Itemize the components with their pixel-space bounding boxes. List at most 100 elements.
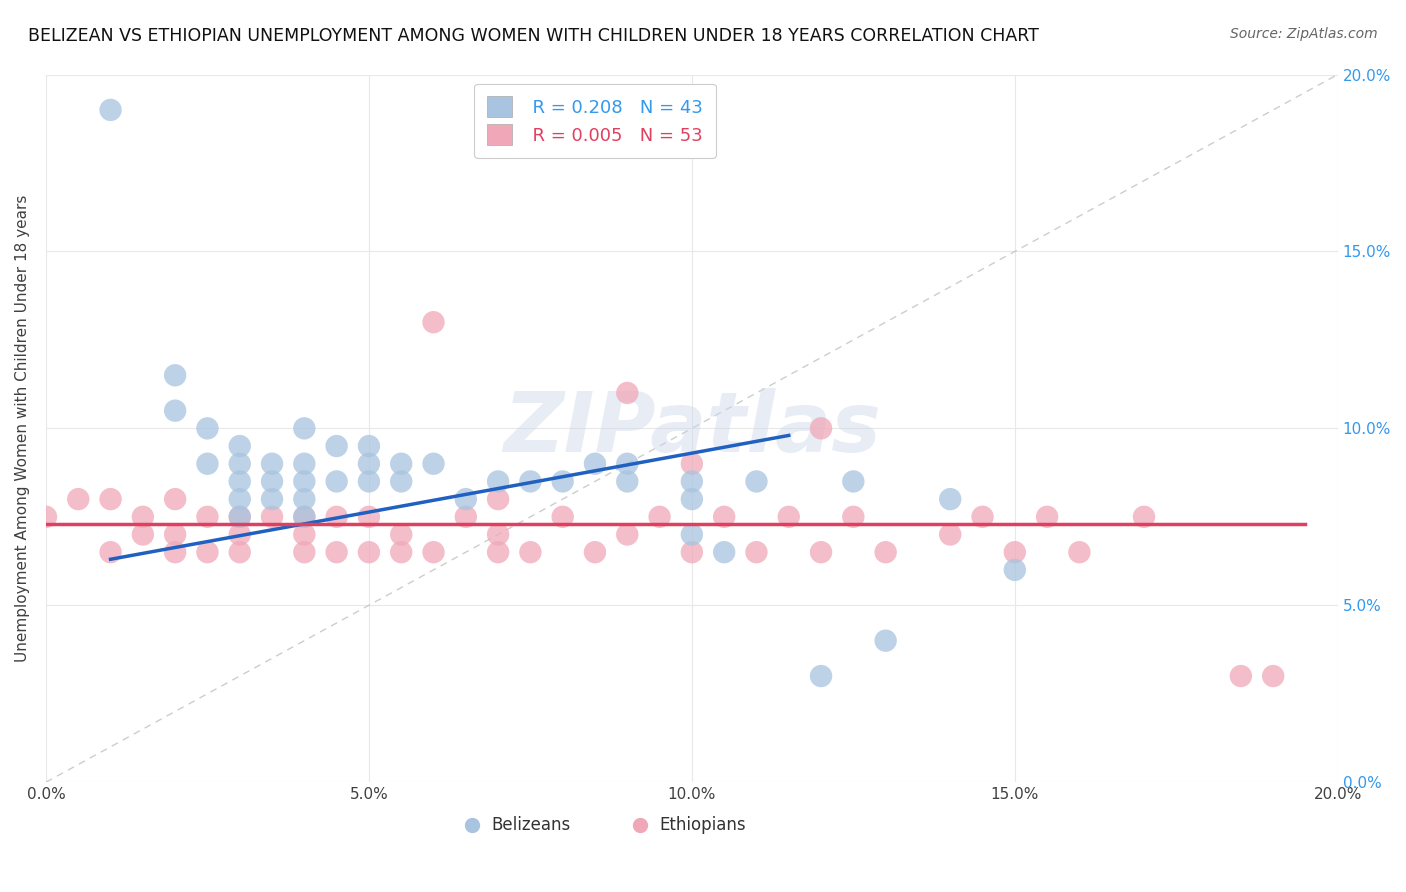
Point [939, 527, 962, 541]
Point [616, 527, 638, 541]
Point [616, 457, 638, 471]
Point [260, 457, 283, 471]
Legend:   R = 0.208   N = 43,   R = 0.005   N = 53: R = 0.208 N = 43, R = 0.005 N = 53 [474, 84, 716, 158]
Point [1004, 563, 1026, 577]
Point [229, 492, 252, 507]
Point [229, 527, 252, 541]
Point [229, 509, 252, 524]
Point [616, 386, 638, 401]
Point [389, 475, 412, 489]
Point [100, 103, 122, 117]
Point [713, 545, 735, 559]
Point [1263, 669, 1285, 683]
Point [681, 545, 703, 559]
Point [616, 475, 638, 489]
Point [486, 475, 509, 489]
Point [229, 509, 252, 524]
Point [1230, 669, 1253, 683]
Point [100, 545, 122, 559]
Point [486, 545, 509, 559]
Point [454, 492, 477, 507]
Point [875, 633, 897, 648]
Point [583, 457, 606, 471]
Point [132, 527, 155, 541]
Point [229, 439, 252, 453]
Point [292, 509, 315, 524]
Point [292, 545, 315, 559]
Point [357, 475, 380, 489]
Point [357, 439, 380, 453]
Point [745, 545, 768, 559]
Point [260, 475, 283, 489]
Point [260, 509, 283, 524]
Point [422, 315, 444, 329]
Point [810, 545, 832, 559]
Point [132, 509, 155, 524]
Point [810, 669, 832, 683]
Point [486, 527, 509, 541]
Point [648, 509, 671, 524]
Point [229, 545, 252, 559]
Point [745, 475, 768, 489]
Point [583, 545, 606, 559]
Point [325, 509, 347, 524]
Text: Source: ZipAtlas.com: Source: ZipAtlas.com [1230, 27, 1378, 41]
Point [681, 475, 703, 489]
Point [713, 509, 735, 524]
Text: ZIPatlas: ZIPatlas [503, 388, 880, 469]
Point [778, 509, 800, 524]
Point [292, 492, 315, 507]
Point [357, 545, 380, 559]
Point [357, 457, 380, 471]
Text: BELIZEAN VS ETHIOPIAN UNEMPLOYMENT AMONG WOMEN WITH CHILDREN UNDER 18 YEARS CORR: BELIZEAN VS ETHIOPIAN UNEMPLOYMENT AMONG… [28, 27, 1039, 45]
Point [292, 457, 315, 471]
Point [551, 475, 574, 489]
Point [454, 509, 477, 524]
Point [292, 509, 315, 524]
Text: Ethiopians: Ethiopians [659, 815, 747, 834]
Point [681, 457, 703, 471]
Point [551, 509, 574, 524]
Point [197, 457, 219, 471]
Point [260, 492, 283, 507]
Point [197, 421, 219, 435]
Point [681, 492, 703, 507]
Point [165, 403, 187, 417]
Point [35, 509, 58, 524]
Point [357, 509, 380, 524]
Text: Belizeans: Belizeans [492, 815, 571, 834]
Point [422, 457, 444, 471]
Point [229, 475, 252, 489]
Point [972, 509, 994, 524]
Point [842, 509, 865, 524]
Point [875, 545, 897, 559]
Point [842, 475, 865, 489]
Point [292, 475, 315, 489]
Point [67, 492, 90, 507]
Point [165, 545, 187, 559]
Point [389, 457, 412, 471]
Y-axis label: Unemployment Among Women with Children Under 18 years: Unemployment Among Women with Children U… [15, 194, 30, 662]
Point [486, 492, 509, 507]
Point [325, 545, 347, 559]
Point [292, 527, 315, 541]
Point [229, 457, 252, 471]
Point [1036, 509, 1059, 524]
Point [939, 492, 962, 507]
Point [519, 545, 541, 559]
Point [681, 527, 703, 541]
Point [519, 475, 541, 489]
Point [1133, 509, 1156, 524]
Point [325, 439, 347, 453]
Point [422, 545, 444, 559]
Point [1069, 545, 1091, 559]
Point [325, 475, 347, 489]
Point [389, 527, 412, 541]
Point [100, 492, 122, 507]
Point [1004, 545, 1026, 559]
Point [197, 509, 219, 524]
Point [165, 368, 187, 383]
Point [292, 421, 315, 435]
Point [389, 545, 412, 559]
Point [810, 421, 832, 435]
